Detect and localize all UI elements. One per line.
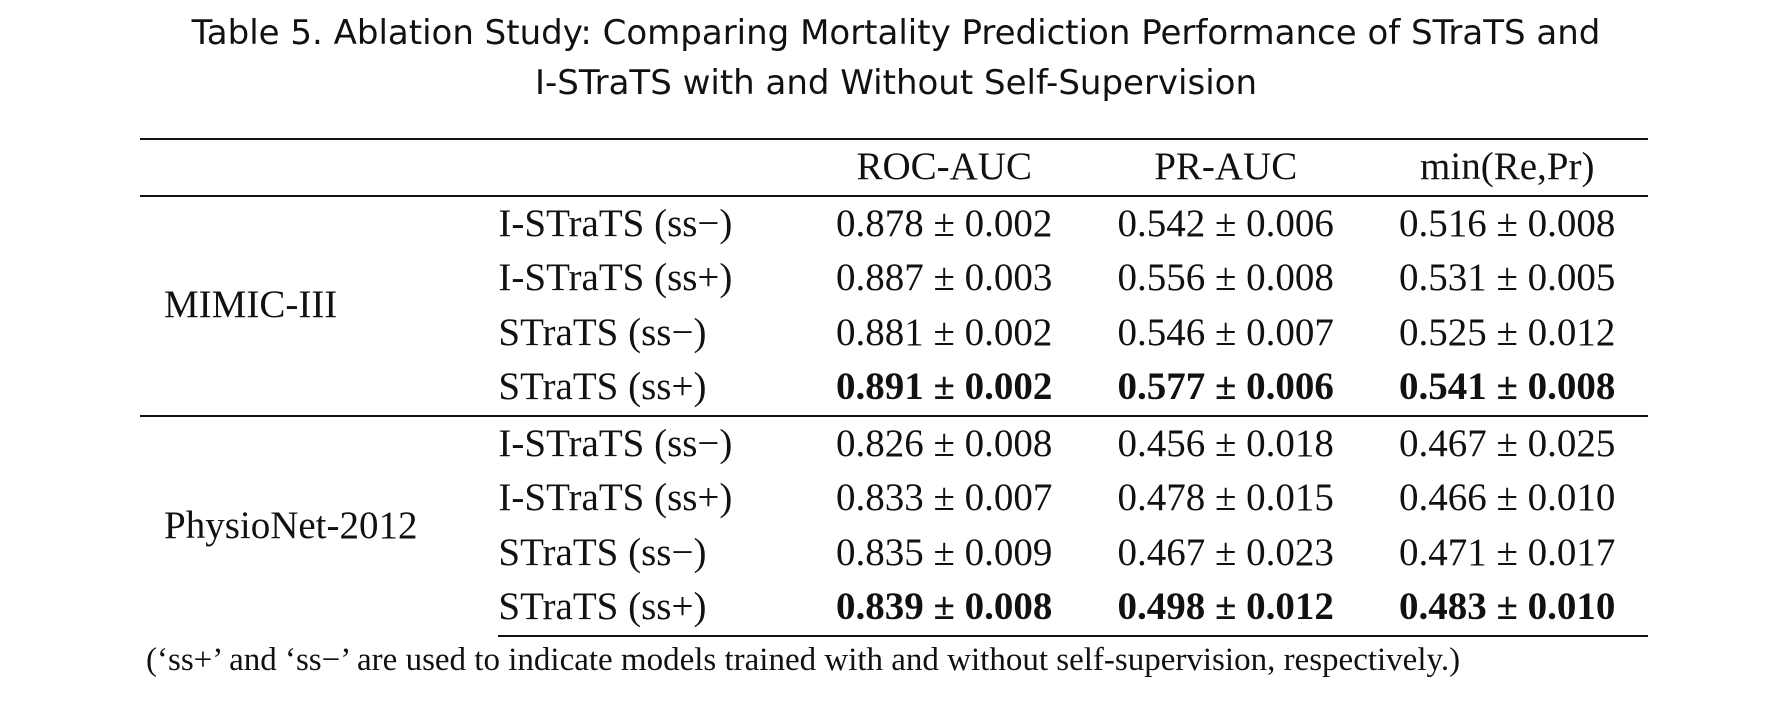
table-caption: Table 5. Ablation Study: Comparing Morta… <box>0 8 1792 108</box>
table-row: MIMIC-III I-STraTS (ss−) 0.878 ± 0.002 0.54… <box>140 196 1648 327</box>
model-name-cell: STraTS (ss+) <box>498 580 804 637</box>
min-re-pr-cell: 0.525 ± 0.012 <box>1399 310 1616 354</box>
min-re-pr-cell: 0.531 ± 0.005 <box>1399 256 1616 299</box>
table-row: STraTS (ss+) 0.891 ± 0.002 0.577 ± 0.006 0.… <box>140 360 1648 416</box>
header-min-re-pr: min(Re,Pr) <box>1366 138 1648 197</box>
pr-auc-cell: 0.456 ± 0.018 <box>1084 414 1367 471</box>
table-footnote: (‘ss+’ and ‘ss−’ are used to indicate mo… <box>146 642 1461 678</box>
model-name-cell: I-STraTS (ss−) <box>498 414 804 471</box>
roc-auc-cell: 0.891 ± 0.002 <box>836 365 1053 408</box>
model-name-cell: I-STraTS (ss+) <box>498 256 733 299</box>
table-row: I-STraTS (ss+) 0.887 ± 0.003 0.556 ± 0.008… <box>140 251 1648 306</box>
model-name-cell: I-STraTS (ss−) <box>498 201 733 245</box>
min-re-pr-cell: 0.541 ± 0.008 <box>1399 365 1616 408</box>
header-row: ROC-AUC PR-AUC min(Re,Pr) <box>140 138 1648 197</box>
results-table: ROC-AUC PR-AUC min(Re,Pr) MIMIC-III I-STr… <box>140 138 1648 637</box>
pr-auc-cell: 0.556 ± 0.008 <box>1117 256 1334 299</box>
caption-line-1: Table 5. Ablation Study: Comparing Morta… <box>191 13 1601 53</box>
header-model <box>498 138 804 197</box>
table-header: ROC-AUC PR-AUC min(Re,Pr) <box>140 138 1648 197</box>
table-row: STraTS (ss−) 0.835 ± 0.009 0.467 ± 0.023 0.… <box>140 526 1648 581</box>
header-pr-auc: PR-AUC <box>1084 138 1367 197</box>
dataset-label: MIMIC-III <box>164 283 338 327</box>
roc-auc-cell: 0.833 ± 0.007 <box>836 476 1053 519</box>
table-row: I-STraTS (ss+) 0.833 ± 0.007 0.478 ± 0.015… <box>140 471 1648 526</box>
model-name-cell: I-STraTS (ss+) <box>498 476 733 519</box>
model-name-cell: STraTS (ss+) <box>498 365 707 408</box>
group-mimic-iii: MIMIC-III I-STraTS (ss−) 0.878 ± 0.002 0.54… <box>140 196 1648 416</box>
pr-auc-cell: 0.546 ± 0.007 <box>1117 310 1334 354</box>
table-row: STraTS (ss−) 0.881 ± 0.002 0.546 ± 0.007 0.… <box>140 306 1648 361</box>
min-re-pr-cell: 0.467 ± 0.025 <box>1366 414 1648 471</box>
pr-auc-cell: 0.478 ± 0.015 <box>1117 476 1334 519</box>
caption-line-2: I-STraTS with and Without Self-Supervisi… <box>534 63 1258 103</box>
group-physionet-2012: PhysioNet-2012 I-STraTS (ss−) 0.826 ± 0.00… <box>140 414 1648 637</box>
roc-auc-cell: 0.839 ± 0.008 <box>803 580 1085 637</box>
header-dataset <box>140 138 499 197</box>
roc-auc-cell: 0.826 ± 0.008 <box>803 414 1085 471</box>
model-name-cell: STraTS (ss−) <box>498 310 707 354</box>
min-re-pr-cell: 0.516 ± 0.008 <box>1399 201 1616 245</box>
min-re-pr-cell: 0.466 ± 0.010 <box>1399 476 1616 519</box>
min-re-pr-cell: 0.483 ± 0.010 <box>1366 580 1648 637</box>
pr-auc-cell: 0.542 ± 0.006 <box>1117 201 1334 245</box>
roc-auc-cell: 0.887 ± 0.003 <box>836 256 1053 299</box>
table-row: PhysioNet-2012 I-STraTS (ss−) 0.826 ± 0.00… <box>140 414 1648 636</box>
roc-auc-cell: 0.878 ± 0.002 <box>836 201 1053 245</box>
min-re-pr-cell: 0.471 ± 0.017 <box>1399 530 1616 574</box>
roc-auc-cell: 0.835 ± 0.009 <box>836 530 1053 574</box>
pr-auc-cell: 0.577 ± 0.006 <box>1117 365 1334 408</box>
table-row: STraTS (ss+) 0.839 ± 0.008 0.498 ± 0.012 0.… <box>140 580 1648 637</box>
pr-auc-cell: 0.498 ± 0.012 <box>1084 580 1367 637</box>
model-name-cell: STraTS (ss−) <box>498 530 707 574</box>
header-roc-auc: ROC-AUC <box>803 138 1085 197</box>
dataset-label: PhysioNet-2012 <box>140 414 499 636</box>
roc-auc-cell: 0.881 ± 0.002 <box>836 310 1053 354</box>
pr-auc-cell: 0.467 ± 0.023 <box>1117 530 1334 574</box>
